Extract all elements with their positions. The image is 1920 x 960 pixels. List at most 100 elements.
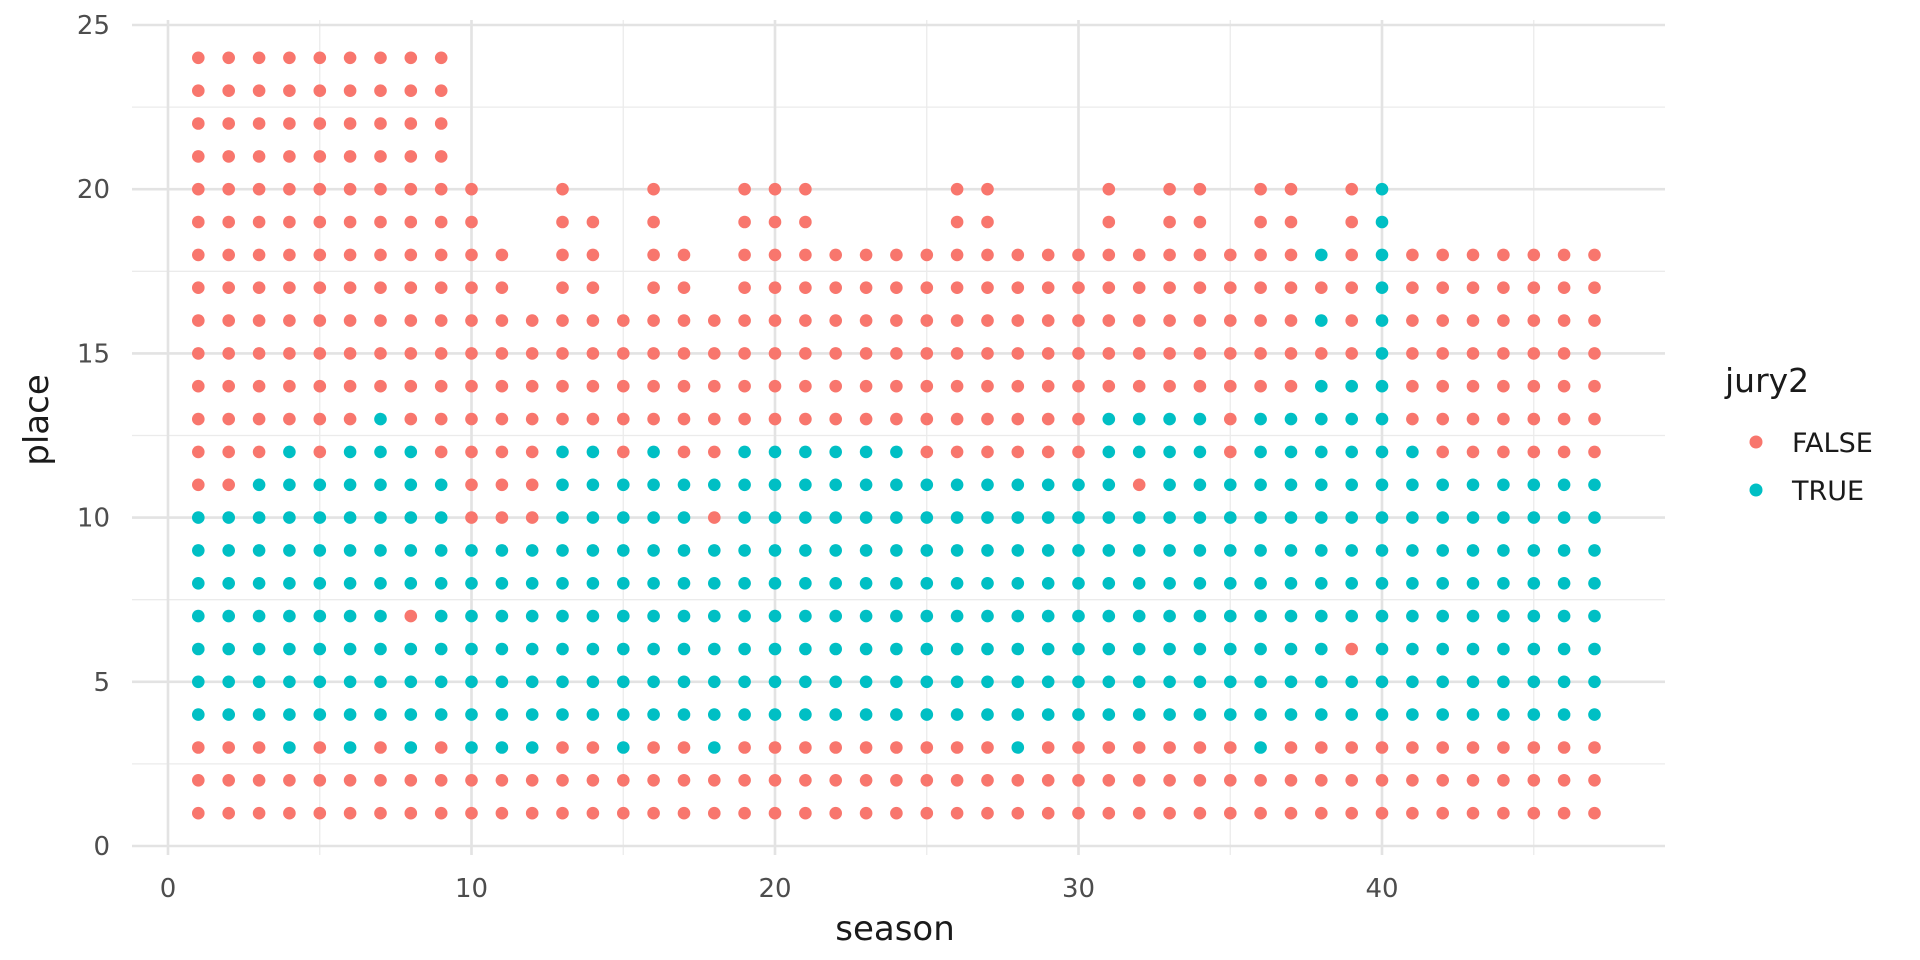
data-point xyxy=(556,412,569,426)
data-point xyxy=(859,544,873,557)
data-point xyxy=(1132,806,1146,820)
data-point xyxy=(404,182,418,196)
data-point xyxy=(1375,445,1389,459)
data-point xyxy=(1072,347,1085,360)
data-point xyxy=(374,806,387,820)
data-point xyxy=(1254,182,1267,196)
data-point xyxy=(525,708,539,721)
data-point xyxy=(283,741,296,754)
data-point xyxy=(343,347,357,360)
tick-labels: 0 5 10 15 20 25 0 10 20 30 40 xyxy=(77,11,1399,904)
data-point xyxy=(434,379,448,393)
data-point xyxy=(1345,708,1358,721)
data-point xyxy=(343,675,357,689)
data-point xyxy=(1254,248,1267,262)
data-point xyxy=(1466,708,1480,721)
data-point xyxy=(890,412,903,426)
data-point xyxy=(586,544,600,557)
data-point xyxy=(829,774,842,787)
data-point xyxy=(283,117,296,130)
data-point xyxy=(404,347,418,360)
data-point xyxy=(283,412,296,426)
y-tick-label: 15 xyxy=(77,339,110,369)
data-point xyxy=(1041,511,1055,524)
data-point xyxy=(981,248,994,262)
data-point xyxy=(1557,379,1571,393)
data-point xyxy=(495,708,509,721)
data-point xyxy=(859,609,873,623)
data-point xyxy=(950,609,964,623)
data-point xyxy=(404,379,418,393)
data-point xyxy=(799,708,812,721)
data-point xyxy=(434,412,448,426)
data-point xyxy=(1557,347,1571,360)
data-point xyxy=(586,741,600,754)
data-point xyxy=(738,347,751,360)
data-point xyxy=(1132,511,1146,524)
data-point xyxy=(768,741,782,754)
data-point xyxy=(1497,379,1510,393)
data-point xyxy=(799,248,812,262)
data-point xyxy=(647,774,660,787)
data-point xyxy=(434,806,448,820)
data-point xyxy=(1375,806,1389,820)
data-point xyxy=(1588,675,1601,689)
data-point xyxy=(890,642,903,656)
data-point xyxy=(404,445,418,459)
data-point xyxy=(192,412,205,426)
data-point xyxy=(556,741,569,754)
x-axis-title: season xyxy=(835,909,955,949)
data-point xyxy=(1315,675,1328,689)
data-point xyxy=(1163,281,1176,295)
data-point xyxy=(313,314,327,327)
data-point xyxy=(434,478,448,492)
data-point xyxy=(556,609,569,623)
data-point xyxy=(829,609,842,623)
data-point xyxy=(829,577,842,590)
data-point xyxy=(525,642,539,656)
data-point xyxy=(374,314,387,327)
data-point xyxy=(1466,478,1480,492)
data-point xyxy=(252,281,266,295)
data-point xyxy=(586,577,600,590)
data-point xyxy=(1163,347,1176,360)
data-point xyxy=(950,248,964,262)
data-point xyxy=(1557,577,1571,590)
data-point xyxy=(981,445,994,459)
data-point xyxy=(1041,379,1055,393)
data-point xyxy=(1436,314,1449,327)
data-point xyxy=(617,544,630,557)
data-point xyxy=(890,248,903,262)
data-point xyxy=(252,412,266,426)
data-point xyxy=(950,215,964,229)
data-point xyxy=(1132,609,1146,623)
data-point xyxy=(586,806,600,820)
data-point xyxy=(434,182,448,196)
data-point xyxy=(738,314,751,327)
data-point xyxy=(1011,281,1025,295)
data-point xyxy=(1497,314,1510,327)
data-point xyxy=(1284,281,1298,295)
data-point xyxy=(525,379,539,393)
data-point xyxy=(252,609,266,623)
data-point xyxy=(890,445,903,459)
data-point xyxy=(1588,248,1601,262)
data-point xyxy=(343,741,357,754)
data-point xyxy=(374,544,387,557)
data-point xyxy=(404,741,418,754)
data-point xyxy=(1436,511,1449,524)
data-point xyxy=(1527,314,1541,327)
data-point xyxy=(192,806,205,820)
data-point xyxy=(890,609,903,623)
data-point xyxy=(1072,248,1085,262)
data-point xyxy=(768,544,782,557)
data-point xyxy=(738,609,751,623)
data-point xyxy=(313,708,327,721)
data-point xyxy=(1406,281,1419,295)
data-point xyxy=(1406,379,1419,393)
data-point xyxy=(890,741,903,754)
data-point xyxy=(799,314,812,327)
data-point xyxy=(586,478,600,492)
data-point xyxy=(313,412,327,426)
data-point xyxy=(313,511,327,524)
